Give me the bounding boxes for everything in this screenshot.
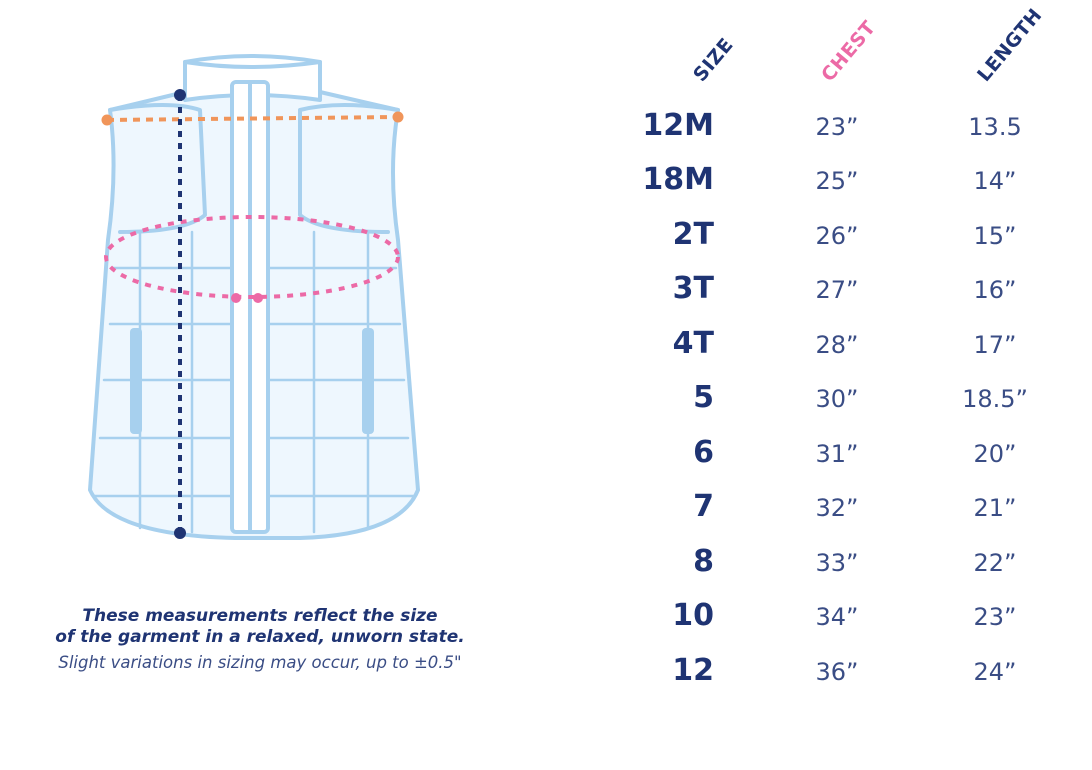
size-cell: 12M: [642, 108, 714, 143]
measurement-notes: These measurements reflect the size of t…: [0, 606, 520, 674]
shoulder-measure-line: [106, 115, 399, 122]
length-cell: 22”: [973, 549, 1017, 577]
size-cell: 18M: [642, 162, 714, 197]
length-cell: 17”: [973, 331, 1017, 359]
table-row: 12M 23” 13.5: [0, 108, 1092, 162]
note-line-2: of the garment in a relaxed, unworn stat…: [55, 627, 465, 647]
size-cell: 2T: [672, 217, 714, 252]
right-pocket: [362, 328, 374, 434]
chest-cell: 23”: [815, 113, 859, 141]
size-cell: 5: [693, 380, 714, 415]
table-row: 2T 26” 15”: [0, 217, 1092, 271]
length-cell: 23”: [973, 603, 1017, 631]
length-cell: 13.5: [968, 113, 1022, 141]
chest-cell: 33”: [815, 549, 859, 577]
header-length: LENGTH: [973, 4, 1047, 87]
chest-cell: 34”: [815, 603, 859, 631]
table-row: 3T 27” 16”: [0, 271, 1092, 325]
length-cell: 18.5”: [962, 385, 1028, 413]
length-cell: 24”: [973, 658, 1017, 686]
chest-cell: 25”: [815, 167, 859, 195]
table-row: 5 30” 18.5”: [0, 380, 1092, 434]
length-cell: 14”: [973, 167, 1017, 195]
table-row: 6 31” 20”: [0, 435, 1092, 489]
chest-cell: 31”: [815, 440, 859, 468]
table-row: 4T 28” 17”: [0, 326, 1092, 380]
header-size: SIZE: [689, 33, 738, 86]
left-pocket: [130, 328, 142, 434]
length-cell: 16”: [973, 276, 1017, 304]
table-row: 7 32” 21”: [0, 489, 1092, 543]
chest-cell: 32”: [815, 494, 859, 522]
note-line-3: Slight variations in sizing may occur, u…: [58, 653, 462, 672]
chest-cell: 36”: [815, 658, 859, 686]
size-cell: 6: [693, 435, 714, 470]
header-chest: CHEST: [817, 16, 881, 87]
size-cell: 7: [693, 489, 714, 524]
chest-measure-line: [104, 215, 400, 299]
size-cell: 8: [693, 544, 714, 579]
length-cell: 20”: [973, 440, 1017, 468]
note-line-1: These measurements reflect the size: [82, 606, 438, 626]
chest-cell: 26”: [815, 222, 859, 250]
size-cell: 4T: [672, 326, 714, 361]
table-row: 10 34” 23”: [0, 598, 1092, 652]
vest-illustration: [88, 54, 420, 540]
chest-cell: 30”: [815, 385, 859, 413]
table-row: 12 36” 24”: [0, 653, 1092, 707]
table-row: 18M 25” 14”: [0, 162, 1092, 216]
length-cell: 15”: [973, 222, 1017, 250]
length-cell: 21”: [973, 494, 1017, 522]
size-cell: 3T: [672, 271, 714, 306]
size-cell: 12: [672, 653, 714, 688]
size-cell: 10: [672, 598, 714, 633]
table-row: 8 33” 22”: [0, 544, 1092, 598]
chest-cell: 27”: [815, 276, 859, 304]
chest-cell: 28”: [815, 331, 859, 359]
